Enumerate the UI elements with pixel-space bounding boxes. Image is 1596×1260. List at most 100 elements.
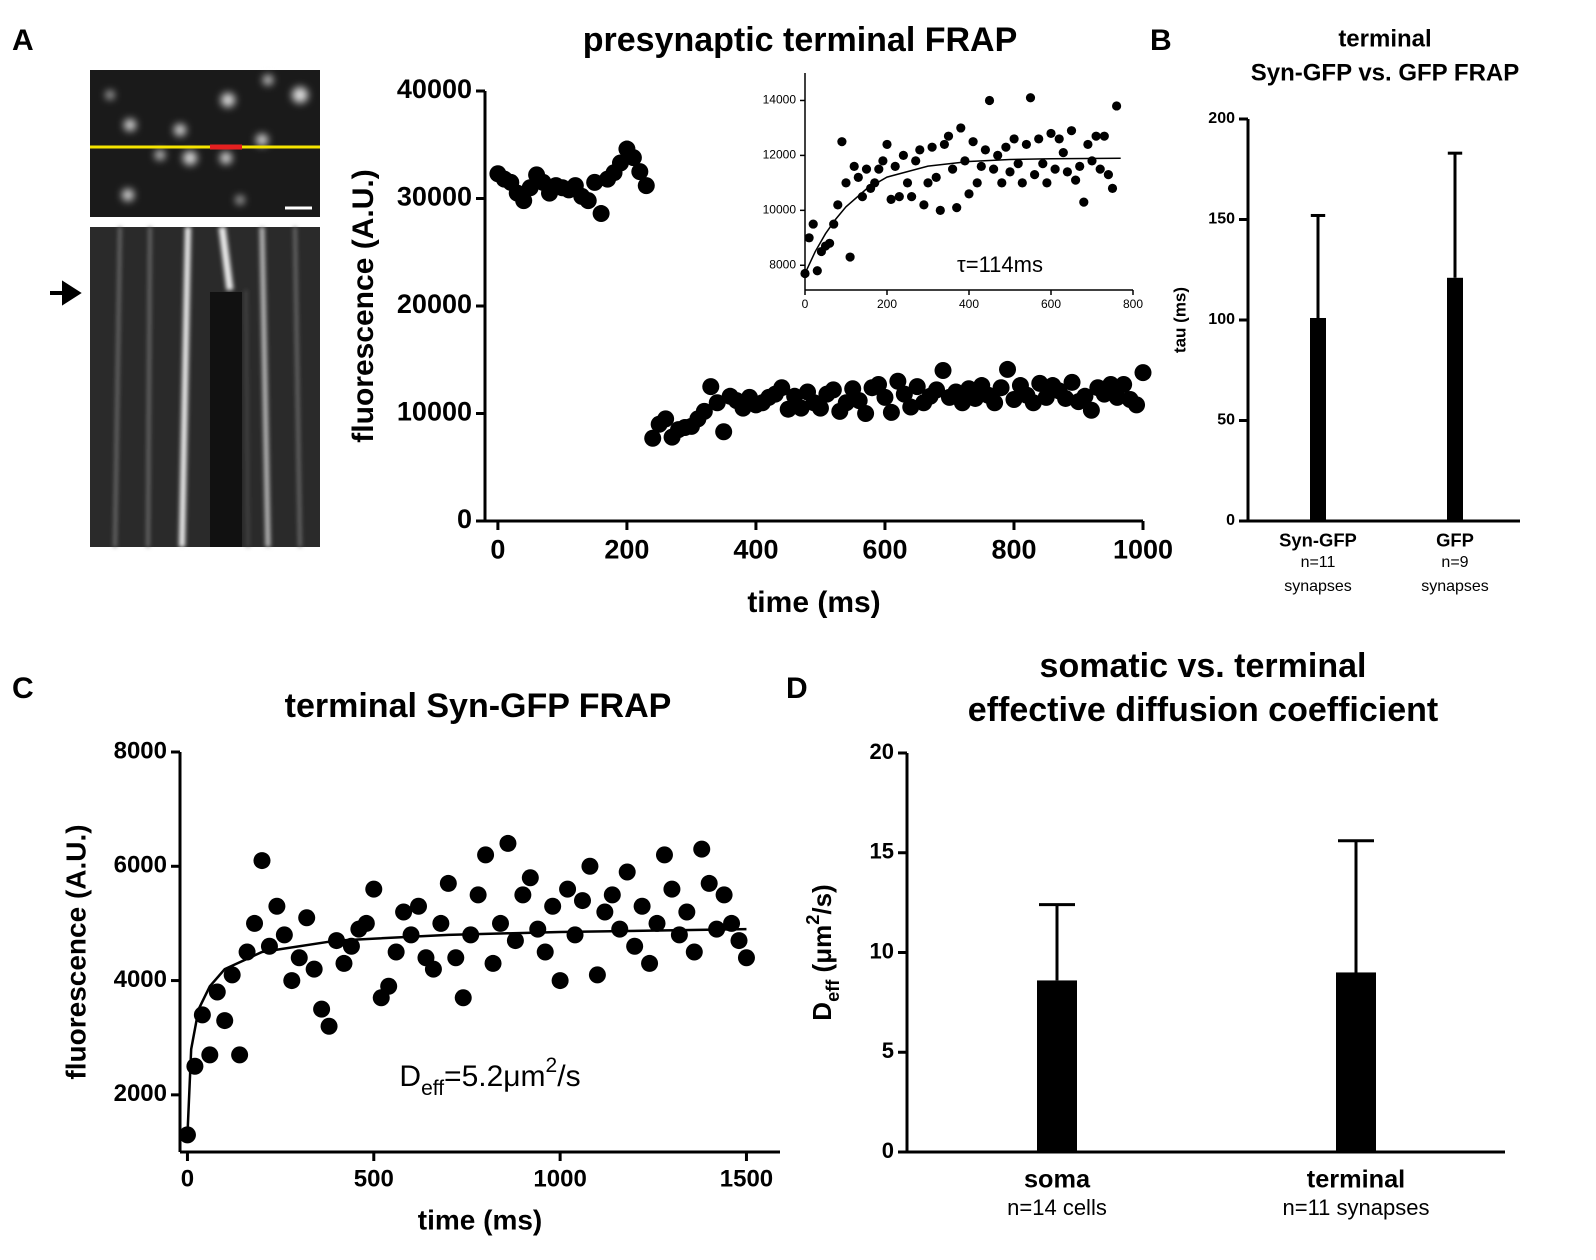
data-point <box>907 192 917 202</box>
y-tick-label: 14000 <box>763 93 797 107</box>
data-point <box>956 123 966 133</box>
data-point <box>695 402 713 420</box>
data-point <box>216 1012 234 1030</box>
data-point <box>365 880 383 898</box>
kymograph <box>90 226 320 548</box>
panel-label: A <box>12 24 34 57</box>
x-tick-label: 600 <box>1041 297 1061 311</box>
data-point <box>972 178 982 188</box>
y-tick-label: 10000 <box>397 397 472 427</box>
x-tick-label: 1000 <box>533 1166 586 1193</box>
data-point <box>1095 164 1105 174</box>
data-point <box>588 966 606 984</box>
data-point <box>320 1017 338 1035</box>
y-tick-label: 30000 <box>397 182 472 212</box>
data-point <box>808 219 818 229</box>
data-point <box>1046 128 1056 139</box>
data-point <box>253 852 271 870</box>
data-point <box>850 392 868 410</box>
data-point <box>931 172 941 182</box>
data-point <box>644 429 662 447</box>
data-point <box>948 164 958 174</box>
data-point <box>268 897 286 915</box>
x-axis-label: time (ms) <box>747 586 880 619</box>
data-point <box>976 161 986 171</box>
data-point <box>1042 178 1052 188</box>
data-point <box>1075 161 1085 171</box>
category-note: n=11 synapses <box>1283 1195 1430 1220</box>
data-point <box>953 394 971 412</box>
data-point <box>1057 389 1075 407</box>
y-tick-label: 8000 <box>769 257 796 271</box>
data-point <box>935 205 945 215</box>
bar <box>1447 277 1463 521</box>
data-point <box>387 943 405 961</box>
data-point <box>484 954 502 972</box>
data-point <box>208 983 226 1001</box>
x-tick-label: Syn-GFP <box>1279 530 1357 551</box>
data-point <box>357 914 375 932</box>
data-point <box>514 886 532 904</box>
data-point <box>402 926 420 944</box>
y-tick-label: 0 <box>882 1138 894 1163</box>
data-point <box>902 398 920 416</box>
data-point <box>624 149 642 167</box>
data-point <box>966 389 984 407</box>
data-point <box>454 989 472 1007</box>
data-point <box>581 857 599 875</box>
data-point <box>1134 364 1152 382</box>
data-point <box>626 937 644 955</box>
category-note: synapses <box>1284 578 1352 595</box>
x-tick-label: 400 <box>733 535 778 565</box>
y-tick-label: 20 <box>870 739 894 764</box>
data-point <box>515 192 533 210</box>
fit-curve <box>804 157 1121 274</box>
y-axis-label: Deff (μm2/s) <box>803 884 843 1020</box>
data-point <box>876 388 894 406</box>
data-point <box>1038 159 1048 169</box>
panel-label: C <box>12 672 34 705</box>
data-point <box>927 142 937 152</box>
x-tick-label: 0 <box>802 297 809 311</box>
data-point <box>804 233 814 243</box>
data-point <box>685 943 703 961</box>
y-tick-label: 200 <box>1208 110 1235 127</box>
category-note: synapses <box>1421 578 1489 595</box>
annotation-part: D <box>399 1060 421 1093</box>
arrow <box>50 280 82 306</box>
data-point <box>886 194 896 204</box>
x-axis-label: time (ms) <box>418 1204 542 1235</box>
category-note: n=9 <box>1441 554 1468 571</box>
data-point <box>290 949 308 967</box>
y-axis-label-part: eff <box>823 979 843 1002</box>
data-point <box>586 173 604 191</box>
data-point <box>1031 374 1049 392</box>
data-point <box>993 150 1003 161</box>
data-point <box>655 846 673 864</box>
data-point <box>231 1046 249 1064</box>
data-point <box>529 920 547 938</box>
data-point <box>1024 394 1042 412</box>
data-point <box>648 914 666 932</box>
y-tick-label: 150 <box>1208 211 1235 228</box>
data-point <box>223 966 241 984</box>
data-point <box>999 360 1017 378</box>
x-tick-label: 200 <box>877 297 897 311</box>
annotation-part: =5.2μm <box>444 1060 546 1093</box>
data-point <box>1108 388 1126 406</box>
data-point <box>342 937 360 955</box>
data-point <box>902 178 913 188</box>
annotation-part: /s <box>557 1060 580 1093</box>
data-point <box>889 372 907 390</box>
data-point <box>1091 131 1101 141</box>
annotation-part: eff <box>421 1077 444 1100</box>
data-point <box>952 202 962 213</box>
data-point <box>968 137 978 147</box>
data-point <box>849 161 859 171</box>
y-axis-label-part: 2 <box>803 915 823 925</box>
y-tick-label: 8000 <box>114 737 167 764</box>
y-axis-label-part: D <box>807 1002 837 1021</box>
y-tick-label: 6000 <box>114 852 167 879</box>
data-point <box>986 394 1004 412</box>
